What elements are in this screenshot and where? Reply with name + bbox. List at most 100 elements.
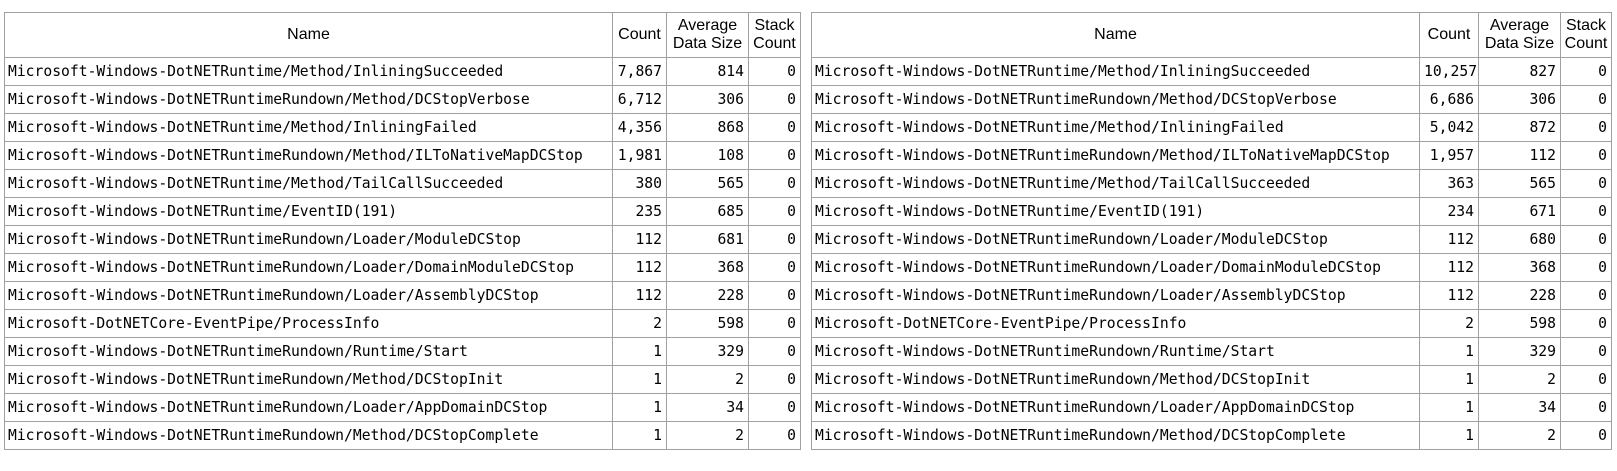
cell-stack-count: 0 xyxy=(1560,197,1612,226)
table-row[interactable]: Microsoft-Windows-DotNETRuntime/Method/I… xyxy=(4,113,801,142)
table-row[interactable]: Microsoft-Windows-DotNETRuntimeRundown/M… xyxy=(811,421,1612,450)
cell-average-data-size: 2 xyxy=(666,421,749,450)
cell-count: 6,686 xyxy=(1419,85,1479,114)
table-row[interactable]: Microsoft-Windows-DotNETRuntime/EventID(… xyxy=(811,197,1612,226)
cell-stack-count: 0 xyxy=(1560,57,1612,86)
column-header-count[interactable]: Count xyxy=(1419,12,1479,58)
column-header-average-data-size[interactable]: Average Data Size xyxy=(1478,12,1561,58)
cell-name: Microsoft-DotNETCore-EventPipe/ProcessIn… xyxy=(4,309,613,338)
cell-name: Microsoft-Windows-DotNETRuntime/Method/I… xyxy=(4,57,613,86)
table-row[interactable]: Microsoft-DotNETCore-EventPipe/ProcessIn… xyxy=(811,309,1612,338)
cell-name: Microsoft-Windows-DotNETRuntimeRundown/M… xyxy=(811,365,1420,394)
cell-stack-count: 0 xyxy=(748,309,801,338)
table-row[interactable]: Microsoft-Windows-DotNETRuntimeRundown/L… xyxy=(4,253,801,282)
cell-name: Microsoft-Windows-DotNETRuntime/Method/I… xyxy=(811,57,1420,86)
cell-name: Microsoft-Windows-DotNETRuntime/Method/I… xyxy=(811,113,1420,142)
table-row[interactable]: Microsoft-Windows-DotNETRuntimeRundown/L… xyxy=(811,225,1612,254)
table-row[interactable]: Microsoft-DotNETCore-EventPipe/ProcessIn… xyxy=(4,309,801,338)
table-row[interactable]: Microsoft-Windows-DotNETRuntime/Method/T… xyxy=(4,169,801,198)
cell-average-data-size: 598 xyxy=(1478,309,1561,338)
cell-average-data-size: 565 xyxy=(1478,169,1561,198)
cell-average-data-size: 827 xyxy=(1478,57,1561,86)
table-row[interactable]: Microsoft-Windows-DotNETRuntimeRundown/L… xyxy=(4,393,801,422)
cell-name: Microsoft-DotNETCore-EventPipe/ProcessIn… xyxy=(811,309,1420,338)
cell-count: 1 xyxy=(1419,421,1479,450)
header-row: Name Count Average Data Size Stack Count xyxy=(811,12,1612,58)
table-row[interactable]: Microsoft-Windows-DotNETRuntimeRundown/M… xyxy=(4,141,801,170)
cell-name: Microsoft-Windows-DotNETRuntime/Method/T… xyxy=(4,169,613,198)
table-row[interactable]: Microsoft-Windows-DotNETRuntimeRundown/L… xyxy=(811,281,1612,310)
cell-name: Microsoft-Windows-DotNETRuntimeRundown/R… xyxy=(811,337,1420,366)
cell-count: 6,712 xyxy=(612,85,667,114)
column-header-average-data-size[interactable]: Average Data Size xyxy=(666,12,749,58)
cell-stack-count: 0 xyxy=(748,393,801,422)
column-header-stack-count[interactable]: Stack Count xyxy=(748,12,801,58)
cell-name: Microsoft-Windows-DotNETRuntimeRundown/M… xyxy=(811,85,1420,114)
cell-stack-count: 0 xyxy=(748,169,801,198)
cell-stack-count: 0 xyxy=(748,197,801,226)
cell-average-data-size: 814 xyxy=(666,57,749,86)
table-row[interactable]: Microsoft-Windows-DotNETRuntimeRundown/L… xyxy=(811,393,1612,422)
table-row[interactable]: Microsoft-Windows-DotNETRuntimeRundown/L… xyxy=(4,225,801,254)
table-row[interactable]: Microsoft-Windows-DotNETRuntime/EventID(… xyxy=(4,197,801,226)
cell-name: Microsoft-Windows-DotNETRuntime/EventID(… xyxy=(811,197,1420,226)
table-row[interactable]: Microsoft-Windows-DotNETRuntimeRundown/M… xyxy=(811,141,1612,170)
table-row[interactable]: Microsoft-Windows-DotNETRuntimeRundown/L… xyxy=(4,281,801,310)
cell-average-data-size: 228 xyxy=(1478,281,1561,310)
cell-stack-count: 0 xyxy=(748,365,801,394)
cell-average-data-size: 34 xyxy=(666,393,749,422)
table-row[interactable]: Microsoft-Windows-DotNETRuntime/Method/I… xyxy=(811,57,1612,86)
cell-count: 2 xyxy=(612,309,667,338)
cell-count: 7,867 xyxy=(612,57,667,86)
table-row[interactable]: Microsoft-Windows-DotNETRuntimeRundown/M… xyxy=(4,85,801,114)
cell-count: 4,356 xyxy=(612,113,667,142)
cell-count: 1 xyxy=(1419,393,1479,422)
cell-average-data-size: 329 xyxy=(1478,337,1561,366)
table-body: Microsoft-Windows-DotNETRuntime/Method/I… xyxy=(4,57,801,450)
cell-name: Microsoft-Windows-DotNETRuntime/EventID(… xyxy=(4,197,613,226)
cell-count: 10,257 xyxy=(1419,57,1479,86)
column-header-count[interactable]: Count xyxy=(612,12,667,58)
cell-stack-count: 0 xyxy=(1560,421,1612,450)
cell-average-data-size: 368 xyxy=(666,253,749,282)
cell-stack-count: 0 xyxy=(748,113,801,142)
column-header-stack-count[interactable]: Stack Count xyxy=(1560,12,1612,58)
cell-stack-count: 0 xyxy=(748,337,801,366)
cell-stack-count: 0 xyxy=(1560,309,1612,338)
cell-name: Microsoft-Windows-DotNETRuntimeRundown/R… xyxy=(4,337,613,366)
cell-average-data-size: 872 xyxy=(1478,113,1561,142)
cell-count: 112 xyxy=(1419,225,1479,254)
cell-stack-count: 0 xyxy=(1560,169,1612,198)
table-row[interactable]: Microsoft-Windows-DotNETRuntimeRundown/M… xyxy=(4,365,801,394)
cell-stack-count: 0 xyxy=(748,85,801,114)
cell-stack-count: 0 xyxy=(748,281,801,310)
cell-stack-count: 0 xyxy=(1560,253,1612,282)
table-row[interactable]: Microsoft-Windows-DotNETRuntime/Method/I… xyxy=(4,57,801,86)
table-row[interactable]: Microsoft-Windows-DotNETRuntime/Method/I… xyxy=(811,113,1612,142)
cell-name: Microsoft-Windows-DotNETRuntimeRundown/L… xyxy=(4,225,613,254)
cell-stack-count: 0 xyxy=(1560,225,1612,254)
table-row[interactable]: Microsoft-Windows-DotNETRuntimeRundown/M… xyxy=(811,85,1612,114)
cell-stack-count: 0 xyxy=(748,253,801,282)
table-row[interactable]: Microsoft-Windows-DotNETRuntimeRundown/R… xyxy=(4,337,801,366)
cell-stack-count: 0 xyxy=(748,225,801,254)
cell-average-data-size: 2 xyxy=(1478,365,1561,394)
cell-count: 1,957 xyxy=(1419,141,1479,170)
table-row[interactable]: Microsoft-Windows-DotNETRuntimeRundown/M… xyxy=(4,421,801,450)
cell-name: Microsoft-Windows-DotNETRuntimeRundown/M… xyxy=(811,421,1420,450)
cell-name: Microsoft-Windows-DotNETRuntimeRundown/M… xyxy=(4,365,613,394)
table-row[interactable]: Microsoft-Windows-DotNETRuntimeRundown/M… xyxy=(811,365,1612,394)
cell-count: 1 xyxy=(612,421,667,450)
cell-average-data-size: 306 xyxy=(666,85,749,114)
cell-stack-count: 0 xyxy=(748,57,801,86)
table-row[interactable]: Microsoft-Windows-DotNETRuntimeRundown/L… xyxy=(811,253,1612,282)
column-header-name[interactable]: Name xyxy=(811,12,1420,58)
table-row[interactable]: Microsoft-Windows-DotNETRuntime/Method/T… xyxy=(811,169,1612,198)
column-header-name[interactable]: Name xyxy=(4,12,613,58)
cell-average-data-size: 112 xyxy=(1478,141,1561,170)
cell-average-data-size: 681 xyxy=(666,225,749,254)
cell-name: Microsoft-Windows-DotNETRuntimeRundown/M… xyxy=(811,141,1420,170)
cell-average-data-size: 2 xyxy=(666,365,749,394)
table-row[interactable]: Microsoft-Windows-DotNETRuntimeRundown/R… xyxy=(811,337,1612,366)
cell-average-data-size: 565 xyxy=(666,169,749,198)
